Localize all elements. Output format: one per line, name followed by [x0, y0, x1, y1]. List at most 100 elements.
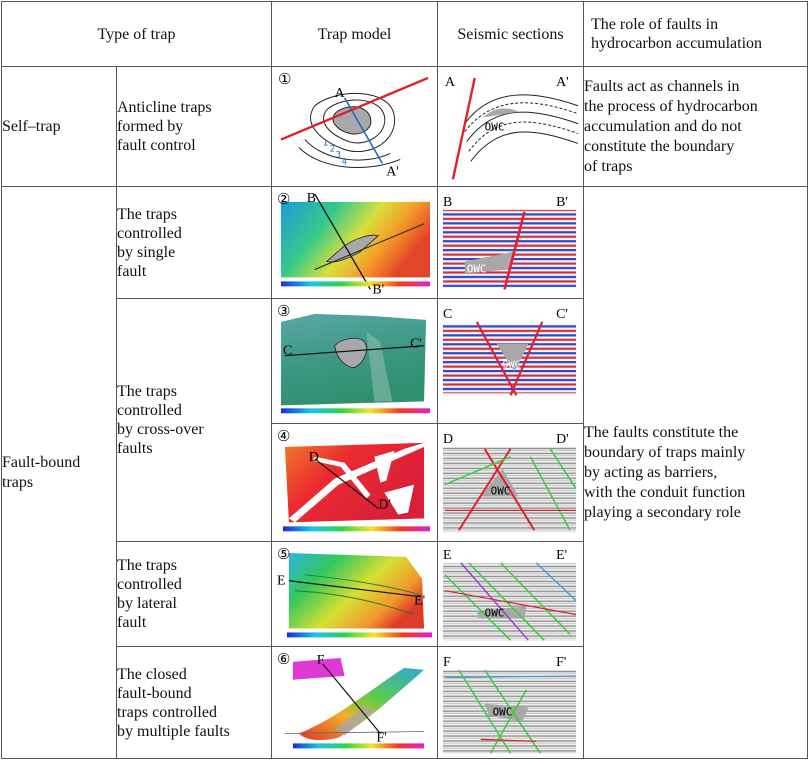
seismic-section-4: D D' OWC [437, 423, 584, 542]
fault-bound-label: Fault-bound traps [1, 186, 117, 759]
section-line [314, 193, 371, 290]
single-fault-row: Fault-bound traps The traps controlled b… [1, 186, 808, 759]
section-line [288, 579, 421, 598]
fault-trace [294, 590, 415, 615]
trap-area [482, 108, 519, 118]
owc-label: OWC [485, 120, 505, 133]
fault-bound-label-line: Fault-bound [2, 453, 81, 471]
cross-over-subtype: The traps controlled by cross-over fault… [116, 298, 272, 542]
cross-over-row-2: ④ D D' D D' OWC [2, 423, 808, 542]
color-scale-bar [286, 632, 433, 638]
contour-line [298, 147, 401, 168]
fault-bound-fault-role: The faults constitute the boundary of tr… [583, 186, 808, 759]
fault-gap [288, 442, 425, 523]
section-label-prime: C' [410, 337, 422, 352]
model-number: ① [278, 72, 291, 88]
anticline-contour-model: ① A A' 1 2 3 4 [278, 72, 429, 179]
self-trap-label: Self–trap [1, 66, 117, 187]
section-label-prime: D' [378, 497, 391, 512]
fault-line [509, 321, 544, 396]
fault-line [535, 562, 577, 601]
fault-line [483, 448, 536, 531]
owc-label: OWC [485, 606, 505, 619]
contour-label: 1 [323, 138, 328, 148]
section-label: F [443, 655, 451, 670]
seismic-section-5: E E' OWC [437, 541, 584, 647]
self-trap-row: Self–trap Anticline traps formed by faul… [1, 66, 808, 187]
fault-line [489, 689, 528, 754]
fault-trace [314, 223, 425, 270]
multiple-fault-subtype: The closed fault-bound traps controlled … [116, 646, 272, 759]
fault-line [458, 669, 512, 754]
section-label-prime: E' [556, 548, 567, 563]
section-label: F [317, 653, 325, 668]
contour-label: 4 [342, 157, 347, 167]
subtype-line: traps controlled [117, 703, 217, 721]
baseline [284, 730, 425, 734]
section-label: B [307, 191, 316, 206]
section-line [314, 458, 379, 509]
lateral-fault-map: ⑤ E E' [277, 547, 433, 638]
section-label-a: A [445, 75, 455, 90]
seismic-image [442, 209, 577, 288]
contour-label: 2 [330, 144, 335, 154]
contour-label: 3 [336, 150, 341, 160]
fault-line [444, 574, 512, 641]
trap-model-6: ⑥ F F' [271, 646, 438, 759]
header-type-of-trap: Type of trap [1, 1, 272, 67]
owc-label: OWC [491, 484, 511, 497]
owc-label: OWC [503, 359, 521, 370]
model-number: ④ [277, 429, 290, 445]
role-line: of traps [584, 157, 633, 175]
seismic-section-2: B B' OWC [437, 186, 584, 299]
subtype-line: by multiple faults [117, 722, 230, 740]
subtype-line: faults [117, 440, 153, 457]
single-fault-map: ② B B' [277, 191, 431, 295]
owc-label: OWC [493, 705, 513, 718]
section-label: E [443, 548, 451, 563]
trap-area [484, 703, 529, 722]
horizon-line [480, 738, 537, 742]
seismic-section-6: F F' OWC [437, 646, 584, 759]
horizon-line [464, 94, 579, 124]
multiple-fault-3d-model: ⑥ F F' [277, 652, 425, 749]
horizon-line [470, 131, 579, 162]
section-label-a-prime: A' [386, 164, 399, 179]
model-number: ⑥ [277, 652, 290, 668]
role-line: the process of hydrocarbon [584, 97, 758, 115]
trap-model-2: ② B B' [271, 186, 438, 299]
subtype-line: controlled [117, 224, 182, 242]
subtype-line: controlled [117, 402, 182, 419]
role-line: with the conduit function [584, 483, 746, 501]
subtype-line: The traps [117, 557, 177, 574]
color-scale-bar [292, 743, 425, 749]
lateral-fault-seismic: E E' OWC [442, 548, 577, 641]
section-label: D [309, 450, 319, 465]
cross-over-fault-map-4: ④ D D' [277, 429, 431, 532]
header-row: Type of trap Trap model Seismic sections… [1, 1, 808, 67]
subtype-line: fault control [117, 137, 196, 154]
subtype-line: formed by [117, 118, 184, 135]
trap-area [325, 234, 380, 263]
section-label-prime: F' [376, 730, 386, 745]
section-label: E [277, 574, 286, 589]
role-line: boundary of traps mainly [584, 443, 746, 461]
section-label-a: A [335, 86, 345, 101]
subtype-line: by single [117, 243, 176, 261]
trap-area [334, 337, 367, 368]
section-line [284, 345, 425, 357]
role-line: Faults act as channels in [584, 77, 740, 95]
color-scale-bar [282, 526, 431, 532]
trap-area [464, 251, 515, 274]
color-scale-bar [280, 281, 431, 287]
cross-over-seismic-4: D D' OWC [442, 432, 577, 533]
section-label-prime: B' [372, 282, 384, 295]
anticline-section-sketch: A A' OWC [445, 75, 579, 180]
subtype-line: The traps [117, 383, 177, 400]
fault-line [458, 448, 512, 531]
subtype-line: by cross-over [117, 421, 204, 438]
subtype-line: controlled [117, 576, 182, 593]
cross-over-seismic-3: C C' OWC [442, 307, 577, 396]
subtype-line: fault-bound [117, 684, 192, 702]
